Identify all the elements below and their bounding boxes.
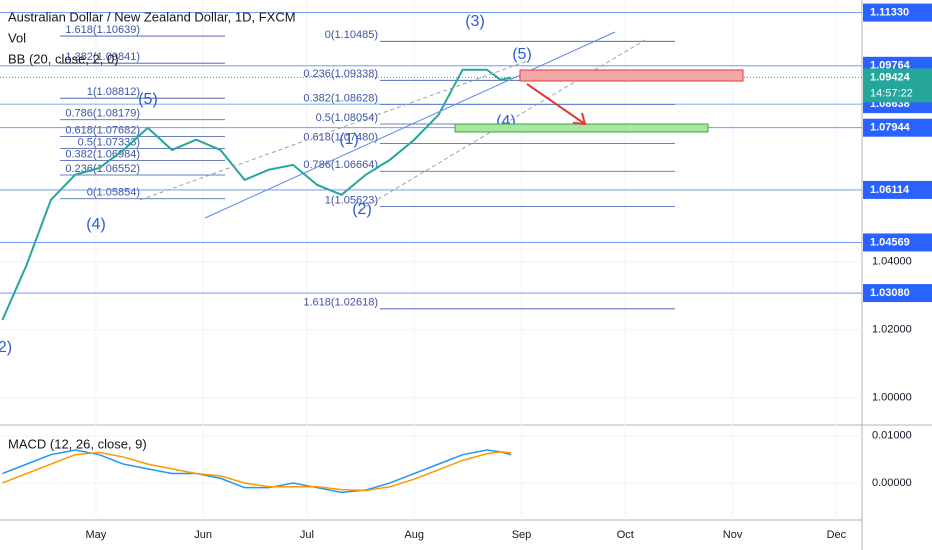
price-tag-label: 1.07944 — [870, 122, 911, 134]
channel-line — [139, 59, 531, 201]
fib-label: 1.618(1.10639) — [65, 24, 140, 36]
x-tick-label: Nov — [723, 529, 743, 541]
y-tick-label: 1.04000 — [872, 256, 912, 268]
x-tick-label: Aug — [404, 529, 424, 541]
fib-label: 0.5(1.08054) — [316, 112, 378, 124]
last-price-label: 1.09424 — [870, 71, 911, 83]
fib-label: 0.786(1.08179) — [65, 108, 140, 120]
x-tick-label: Oct — [617, 529, 634, 541]
wave-label: (3) — [465, 13, 485, 30]
channel-line — [359, 39, 646, 211]
price-tag-label: 1.04569 — [870, 236, 910, 248]
price-tag — [863, 118, 932, 137]
fib-label: 1(1.05623) — [325, 195, 378, 207]
macd-label: MACD (12, 26, close, 9) — [8, 436, 147, 451]
y-tick-label: 0.00000 — [872, 477, 912, 489]
resistance-zone — [519, 69, 744, 82]
fib-label: 0.382(1.08628) — [303, 92, 378, 104]
symbol-title: Australian Dollar / New Zealand Dollar, … — [8, 9, 296, 24]
x-tick-label: Dec — [827, 529, 847, 541]
price-line — [1, 68, 512, 321]
wave-label: (2) — [352, 201, 372, 218]
fib-label: 0.786(1.06664) — [303, 159, 378, 171]
bb-label: BB (20, close, 2, 0) — [8, 51, 119, 66]
fib-label: 0.236(1.09338) — [303, 68, 378, 80]
last-price-tag — [863, 68, 932, 103]
x-tick-label: Jun — [194, 529, 212, 541]
fib-label: 0.618(1.07682) — [65, 125, 140, 137]
x-tick-label: May — [85, 529, 106, 541]
y-tick-label: 0.01000 — [872, 430, 912, 442]
channel-line — [204, 31, 616, 219]
price-tag-label: 1.06114 — [870, 184, 910, 196]
fib-label: 0.5(1.07333) — [78, 136, 140, 148]
arrow — [526, 83, 587, 126]
price-tag — [863, 233, 932, 252]
fib-label: 1(1.08812) — [87, 86, 140, 98]
wave-label: 2) — [0, 339, 12, 356]
wave-label: (5) — [138, 91, 158, 108]
wave-label: (5) — [512, 46, 532, 63]
wave-label: (4) — [86, 216, 106, 233]
fib-label: 0(1.05854) — [87, 187, 140, 199]
wave-label: (1) — [339, 131, 359, 148]
target-zone — [454, 123, 709, 133]
countdown: 14:57:22 — [870, 87, 913, 99]
price-tag — [863, 3, 932, 22]
fib-label: 1.618(1.02618) — [303, 297, 378, 309]
y-tick-label: 1.02000 — [872, 324, 912, 336]
y-tick-label: 1.00000 — [872, 392, 912, 404]
price-tag — [863, 180, 932, 199]
price-tag-label: 1.03080 — [870, 287, 910, 299]
fib-label: 0.382(1.06984) — [65, 148, 140, 160]
fib-label: 0.618(1.07480) — [303, 131, 378, 143]
price-tag — [863, 284, 932, 303]
fib-label: 0(1.10485) — [325, 29, 378, 41]
price-tag-label: 1.11330 — [870, 6, 909, 18]
macd-line — [2, 451, 512, 492]
fib-label: 1.382(1.09841) — [65, 51, 140, 63]
x-tick-label: Sep — [512, 529, 532, 541]
x-tick-label: Jul — [300, 529, 314, 541]
volume-label: Vol — [8, 30, 26, 45]
